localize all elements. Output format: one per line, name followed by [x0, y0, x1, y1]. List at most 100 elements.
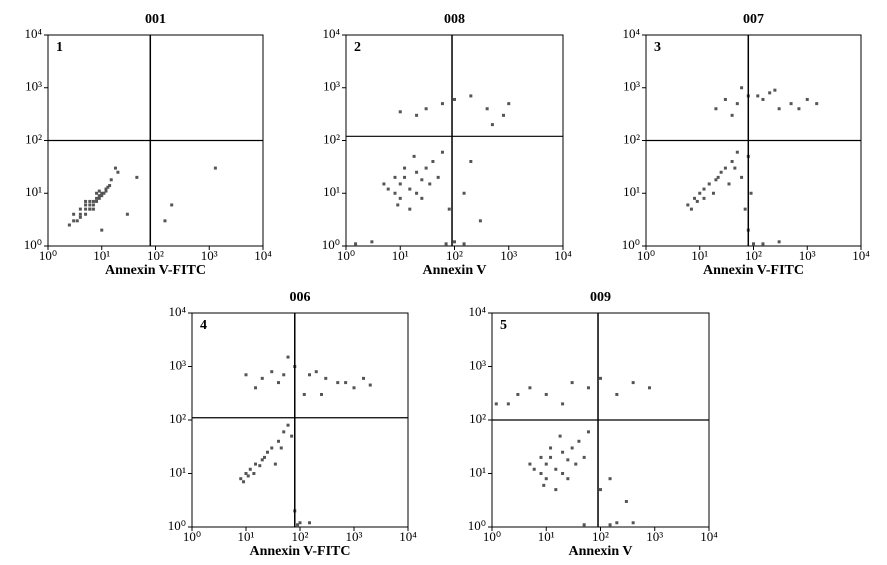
- chart-title: 006: [290, 290, 311, 305]
- data-point: [78, 207, 82, 211]
- data-point: [113, 166, 117, 170]
- panel-label: 1: [56, 40, 63, 55]
- data-point: [586, 386, 590, 390]
- data-point: [104, 189, 108, 193]
- y-tick-label: 10²: [623, 131, 640, 146]
- y-tick-label: 10⁴: [468, 304, 486, 319]
- data-point: [608, 523, 612, 527]
- data-point: [95, 196, 99, 200]
- data-point: [730, 159, 734, 163]
- y-tick-label: 10³: [169, 357, 186, 372]
- data-point: [528, 462, 532, 466]
- data-point: [393, 191, 397, 195]
- data-point: [290, 434, 294, 438]
- data-point: [163, 219, 167, 223]
- data-point: [740, 175, 744, 179]
- data-point: [95, 191, 99, 195]
- data-point: [797, 107, 801, 111]
- x-tick-label: 10¹: [93, 248, 110, 263]
- data-point: [368, 383, 372, 387]
- data-point: [109, 178, 113, 182]
- y-tick-label: 10⁴: [622, 26, 640, 41]
- data-point: [485, 107, 489, 111]
- data-point: [420, 196, 424, 200]
- data-point: [170, 203, 174, 207]
- data-point: [244, 472, 248, 475]
- data-point: [415, 113, 419, 117]
- data-point: [453, 240, 456, 244]
- data-point: [462, 242, 466, 246]
- data-point: [542, 483, 546, 487]
- data-point: [424, 166, 428, 170]
- y-tick-label: 10²: [323, 131, 340, 146]
- data-point: [100, 191, 104, 195]
- data-point: [561, 402, 565, 406]
- x-tick-label: 10⁴: [554, 248, 572, 263]
- data-point: [686, 203, 690, 207]
- data-point: [415, 191, 419, 195]
- data-point: [75, 219, 79, 223]
- x-tick-label: 10¹: [691, 248, 708, 263]
- data-point: [469, 159, 473, 163]
- y-tick-label: 10¹: [25, 184, 42, 199]
- chart-title: 007: [743, 12, 764, 27]
- data-point: [415, 170, 419, 174]
- data-point: [424, 107, 428, 111]
- data-point: [773, 88, 777, 92]
- data-point: [735, 102, 739, 106]
- x-tick-label: 10¹: [238, 529, 255, 544]
- data-point: [582, 455, 586, 459]
- data-point: [100, 228, 104, 232]
- y-tick-label: 10⁰: [322, 237, 340, 252]
- data-point: [447, 207, 451, 211]
- data-point: [248, 467, 252, 471]
- data-point: [815, 102, 819, 106]
- data-point: [108, 184, 112, 188]
- data-point: [462, 191, 466, 195]
- data-point: [689, 207, 693, 211]
- data-point: [777, 240, 781, 244]
- y-tick-label: 10²: [169, 411, 186, 426]
- data-point: [532, 467, 536, 471]
- data-point: [403, 175, 407, 179]
- data-point: [352, 386, 356, 390]
- data-point: [91, 199, 95, 203]
- data-point: [544, 477, 548, 481]
- x-tick-label: 10⁰: [183, 529, 201, 544]
- data-point: [239, 477, 243, 481]
- data-point: [702, 196, 706, 200]
- data-point: [403, 166, 407, 170]
- data-point: [702, 187, 706, 191]
- data-point: [752, 242, 755, 246]
- data-point: [84, 199, 88, 203]
- data-point: [574, 462, 578, 466]
- data-point: [246, 474, 250, 478]
- data-point: [106, 185, 110, 189]
- data-point: [733, 166, 737, 170]
- y-tick-label: 10³: [469, 357, 486, 372]
- data-point: [270, 370, 274, 374]
- y-tick-label: 10⁰: [24, 237, 42, 252]
- chart-title: 008: [444, 12, 465, 27]
- panel-label: 4: [200, 318, 207, 333]
- data-point: [615, 521, 619, 525]
- panel-label: 5: [500, 318, 507, 333]
- data-point: [97, 196, 101, 200]
- data-point: [78, 212, 82, 216]
- data-point: [286, 355, 290, 359]
- y-tick-label: 10⁴: [24, 26, 42, 41]
- data-point: [444, 242, 448, 246]
- x-tick-label: 10⁴: [700, 529, 718, 544]
- x-tick-label: 10³: [500, 248, 517, 263]
- data-point: [308, 373, 312, 377]
- data-point: [398, 110, 402, 114]
- data-point: [242, 480, 246, 484]
- y-tick-label: 10⁴: [322, 26, 340, 41]
- data-point: [440, 102, 444, 106]
- y-tick-label: 10³: [323, 79, 340, 94]
- data-point: [386, 187, 390, 191]
- data-point: [539, 455, 543, 459]
- data-point: [270, 446, 274, 450]
- data-point: [420, 178, 424, 182]
